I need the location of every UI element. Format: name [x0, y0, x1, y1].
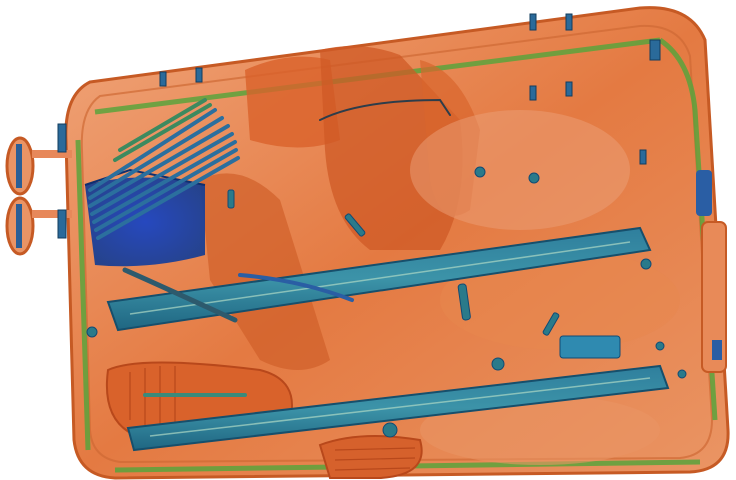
handle-rail-lower — [126, 364, 670, 452]
right-hardware — [696, 170, 727, 373]
shoe-bottom — [318, 435, 423, 479]
rod-bundle — [88, 98, 240, 240]
top-studs — [57, 13, 661, 239]
hardware-pieces — [86, 166, 687, 438]
handle-rail-upper — [106, 226, 652, 332]
curved-strap — [122, 98, 451, 397]
clothing-mass — [200, 46, 680, 465]
side-handles — [5, 136, 72, 256]
